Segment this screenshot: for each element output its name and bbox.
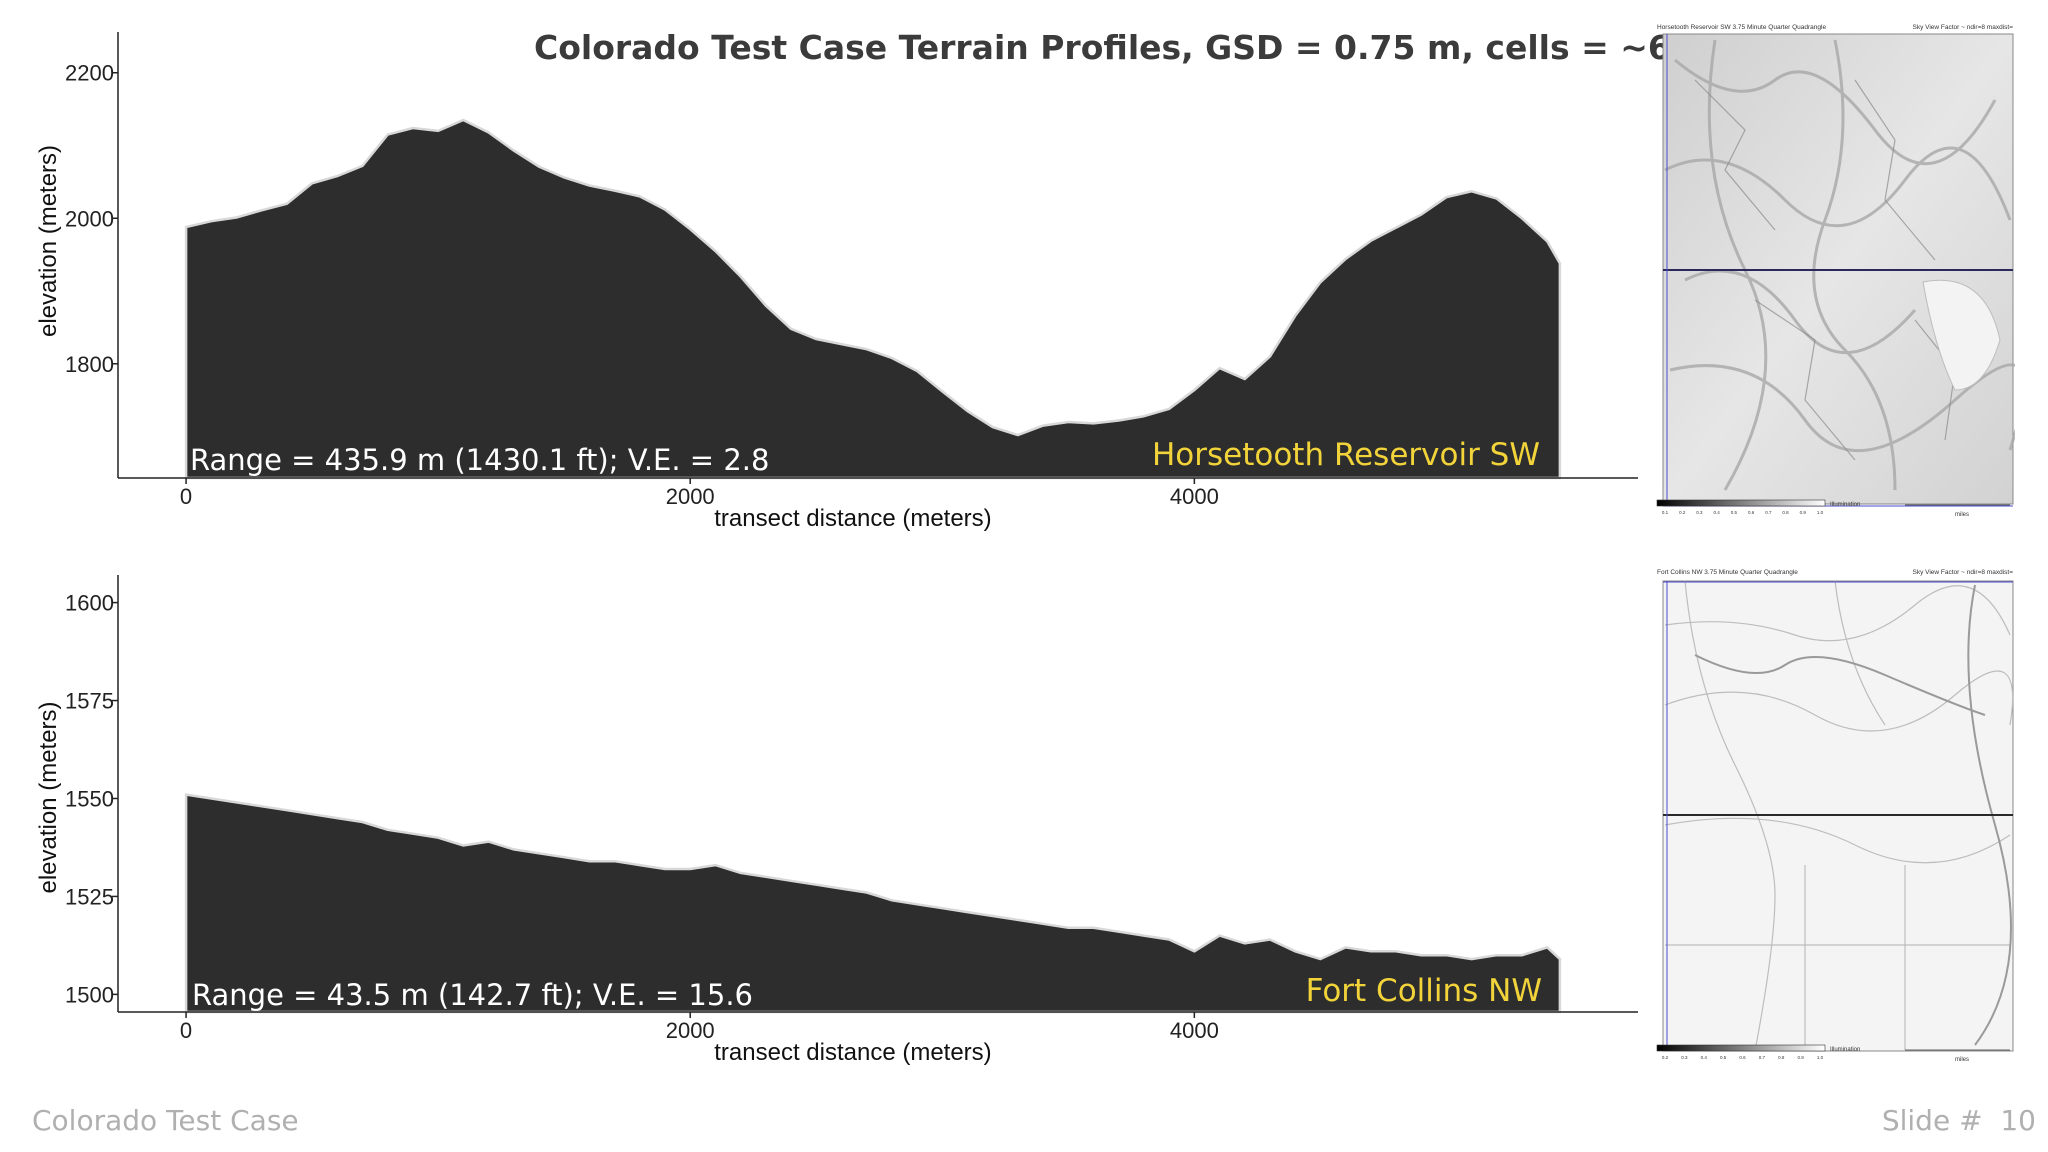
chart-horsetooth-profile: 1800 2000 2200 0 2000 4000 transect distance (… — [35, 32, 1638, 532]
map-legend-tick: 0.1 — [1662, 510, 1669, 515]
site-label: Fort Collins NW — [1306, 973, 1542, 1009]
footer-deck-title: Colorado Test Case — [32, 1104, 299, 1137]
map-legend-tick: 0.2 — [1662, 1055, 1669, 1060]
footer-slide-number: Slide # 10 — [1882, 1104, 2036, 1137]
y-tick-label: 2000 — [65, 206, 114, 231]
map-legend-tick: 0.7 — [1765, 510, 1772, 515]
map-legend-label: Illumination — [1830, 1047, 1860, 1053]
map-legend-tick: 0.6 — [1748, 510, 1755, 515]
slide-number-label: Slide # — [1881, 1104, 1983, 1137]
slide-number-value: 10 — [2000, 1104, 2036, 1137]
range-note: Range = 435.9 m (1430.1 ft); V.E. = 2.8 — [190, 443, 769, 477]
x-tick-label: 0 — [180, 1018, 192, 1043]
range-note: Range = 43.5 m (142.7 ft); V.E. = 15.6 — [192, 978, 753, 1012]
y-axis-label: elevation (meters) — [35, 701, 62, 893]
map-scale-label: miles — [1955, 1057, 1969, 1063]
map-legend-tick: 0.6 — [1739, 1055, 1746, 1060]
x-tick-label: 4000 — [1170, 1018, 1219, 1043]
map-legend-tick: 1.0 — [1817, 510, 1824, 515]
y-tick-label: 1575 — [65, 689, 114, 714]
y-axis-label: elevation (meters) — [35, 145, 62, 337]
y-tick-label: 2200 — [65, 61, 114, 86]
map-legend-tick: 0.7 — [1759, 1055, 1766, 1060]
map-legend-tick: 0.9 — [1800, 510, 1807, 515]
y-tick-label: 1500 — [65, 982, 114, 1007]
y-tick-label: 1600 — [65, 591, 114, 616]
chart-fort-collins-profile: 1500 1525 1550 1575 1600 0 2000 4000 transect di… — [35, 575, 1638, 1066]
elevation-profile-area — [184, 793, 1562, 1014]
map-legend-tick: 0.9 — [1797, 1055, 1804, 1060]
map-legend-tick: 0.3 — [1696, 510, 1703, 515]
map-legend-tick: 0.5 — [1720, 1055, 1727, 1060]
map-legend-label: Illumination — [1830, 502, 1860, 508]
map-scale-label: miles — [1955, 512, 1969, 518]
map-horsetooth-sky-view: Horsetooth Reservoir SW 3.75 Minute Quar… — [1656, 24, 2015, 518]
x-tick-label: 2000 — [666, 484, 715, 509]
slide-title: Colorado Test Case Terrain Profiles, GSD… — [534, 28, 1830, 67]
map-legend-tick: 1.0 — [1817, 1055, 1824, 1060]
y-tick-label: 1800 — [65, 352, 114, 377]
elevation-profile-area — [184, 118, 1562, 480]
map-legend-tick: 0.8 — [1778, 1055, 1785, 1060]
map-legend-tick: 0.4 — [1714, 510, 1721, 515]
map-header-left: Fort Collins NW 3.75 Minute Quarter Quad… — [1657, 569, 1798, 576]
x-tick-label: 4000 — [1170, 484, 1219, 509]
map-header-right: Sky View Factor ~ ndir=8 maxdist= — [1913, 24, 2014, 31]
map-legend-tick: 0.5 — [1731, 510, 1738, 515]
y-tick-label: 1550 — [65, 786, 114, 811]
x-tick-label: 2000 — [666, 1018, 715, 1043]
x-axis-label: transect distance (meters) — [714, 505, 991, 532]
map-legend-tick: 0.3 — [1681, 1055, 1688, 1060]
map-header-left: Horsetooth Reservoir SW 3.75 Minute Quar… — [1657, 24, 1826, 31]
y-tick-label: 1525 — [65, 884, 114, 909]
map-legend-tick: 0.4 — [1701, 1055, 1708, 1060]
map-legend-tick: 0.2 — [1679, 510, 1686, 515]
map-fort-collins-sky-view: Fort Collins NW 3.75 Minute Quarter Quad… — [1656, 569, 2014, 1063]
map-header-right: Sky View Factor ~ ndir=8 maxdist= — [1913, 569, 2014, 576]
x-tick-label: 0 — [180, 484, 192, 509]
x-axis-label: transect distance (meters) — [714, 1039, 991, 1066]
map-legend-tick: 0.8 — [1782, 510, 1789, 515]
site-label: Horsetooth Reservoir SW — [1152, 437, 1540, 473]
